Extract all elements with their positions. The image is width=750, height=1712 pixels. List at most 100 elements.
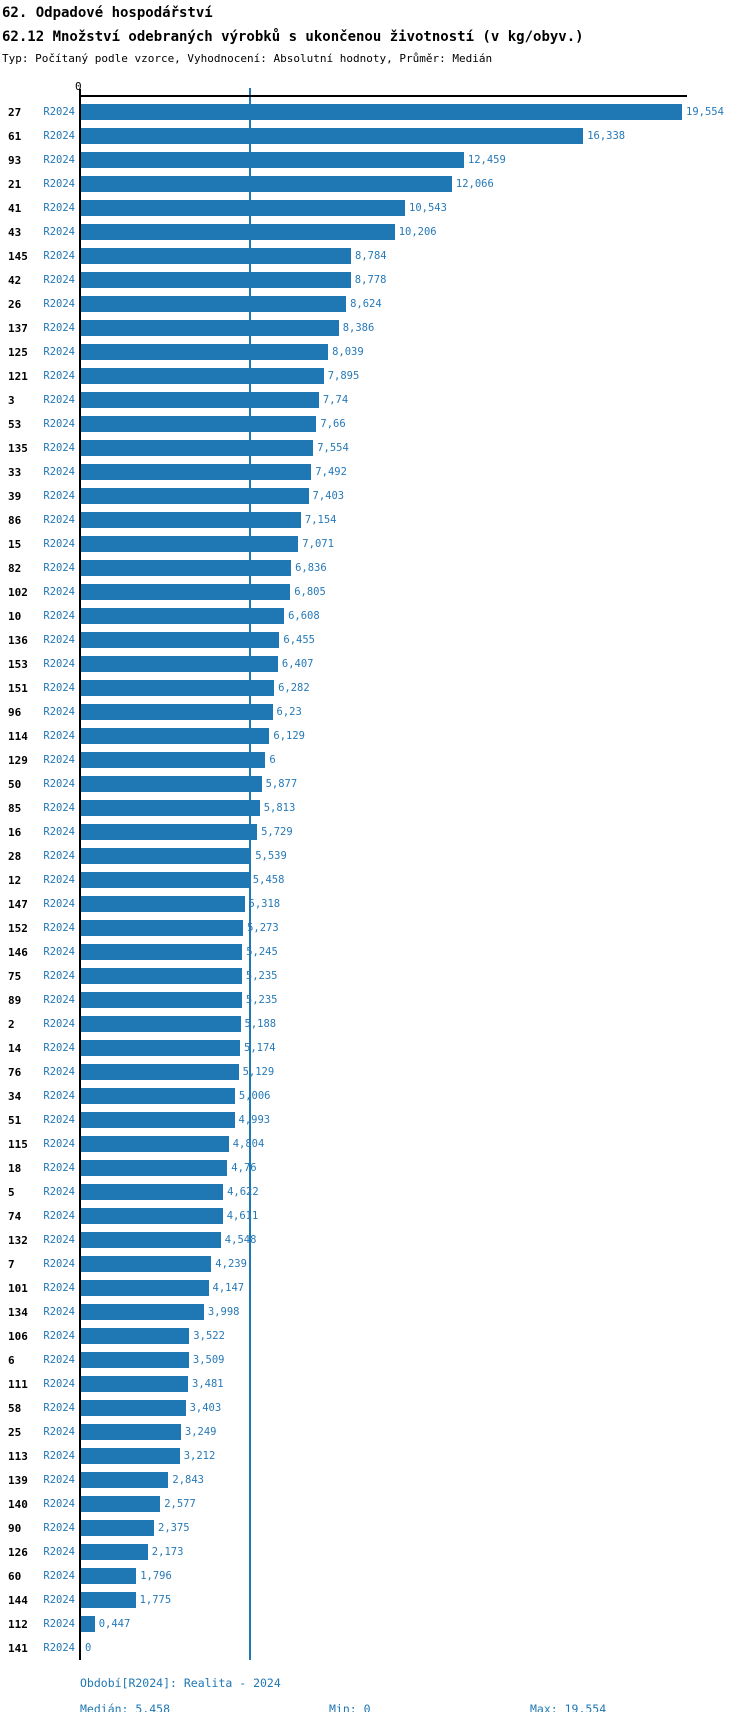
bar[interactable] (81, 1256, 212, 1272)
row-period-label[interactable]: R2024 (43, 1450, 75, 1462)
bar[interactable] (81, 824, 258, 840)
row-period-label[interactable]: R2024 (43, 754, 75, 766)
row-period-label[interactable]: R2024 (43, 1258, 75, 1270)
bar[interactable] (81, 1520, 154, 1536)
bar[interactable] (81, 416, 317, 432)
row-period-label[interactable]: R2024 (43, 586, 75, 598)
row-period-label[interactable]: R2024 (43, 1522, 75, 1534)
bar[interactable] (81, 224, 395, 240)
bar[interactable] (81, 248, 351, 264)
row-period-label[interactable]: R2024 (43, 466, 75, 478)
bar[interactable] (81, 1496, 161, 1512)
row-period-label[interactable]: R2024 (43, 394, 75, 406)
bar[interactable] (81, 1304, 204, 1320)
row-period-label[interactable]: R2024 (43, 106, 75, 118)
row-period-label[interactable]: R2024 (43, 658, 75, 670)
row-period-label[interactable]: R2024 (43, 946, 75, 958)
row-period-label[interactable]: R2024 (43, 970, 75, 982)
bar[interactable] (81, 104, 682, 120)
row-period-label[interactable]: R2024 (43, 154, 75, 166)
bar[interactable] (81, 152, 464, 168)
row-period-label[interactable]: R2024 (43, 202, 75, 214)
bar[interactable] (81, 944, 243, 960)
bar[interactable] (81, 1472, 169, 1488)
row-period-label[interactable]: R2024 (43, 778, 75, 790)
row-period-label[interactable]: R2024 (43, 1426, 75, 1438)
bar[interactable] (81, 1208, 223, 1224)
bar[interactable] (81, 176, 452, 192)
bar[interactable] (81, 296, 347, 312)
bar[interactable] (81, 128, 584, 144)
row-period-label[interactable]: R2024 (43, 1210, 75, 1222)
bar[interactable] (81, 848, 252, 864)
row-period-label[interactable]: R2024 (43, 538, 75, 550)
bar[interactable] (81, 800, 260, 816)
bar[interactable] (81, 704, 273, 720)
bar[interactable] (81, 608, 285, 624)
row-period-label[interactable]: R2024 (43, 1474, 75, 1486)
row-period-label[interactable]: R2024 (43, 562, 75, 574)
row-period-label[interactable]: R2024 (43, 1402, 75, 1414)
row-period-label[interactable]: R2024 (43, 1162, 75, 1174)
bar[interactable] (81, 968, 242, 984)
bar[interactable] (81, 1376, 188, 1392)
row-period-label[interactable]: R2024 (43, 826, 75, 838)
bar[interactable] (81, 440, 314, 456)
bar[interactable] (81, 1328, 190, 1344)
row-period-label[interactable]: R2024 (43, 1570, 75, 1582)
bar[interactable] (81, 1568, 137, 1584)
bar[interactable] (81, 920, 244, 936)
row-period-label[interactable]: R2024 (43, 1330, 75, 1342)
row-period-label[interactable]: R2024 (43, 274, 75, 286)
bar[interactable] (81, 1280, 209, 1296)
row-period-label[interactable]: R2024 (43, 874, 75, 886)
row-period-label[interactable]: R2024 (43, 250, 75, 262)
bar[interactable] (81, 776, 262, 792)
row-period-label[interactable]: R2024 (43, 130, 75, 142)
row-period-label[interactable]: R2024 (43, 1642, 75, 1654)
bar[interactable] (81, 680, 275, 696)
bar[interactable] (81, 1112, 235, 1128)
row-period-label[interactable]: R2024 (43, 706, 75, 718)
bar[interactable] (81, 536, 299, 552)
bar[interactable] (81, 1136, 229, 1152)
row-period-label[interactable]: R2024 (43, 1594, 75, 1606)
bar[interactable] (81, 512, 301, 528)
bar[interactable] (81, 1616, 95, 1632)
bar[interactable] (81, 1424, 181, 1440)
row-period-label[interactable]: R2024 (43, 850, 75, 862)
row-period-label[interactable]: R2024 (43, 514, 75, 526)
bar[interactable] (81, 1592, 136, 1608)
bar[interactable] (81, 1064, 239, 1080)
bar[interactable] (81, 272, 351, 288)
bar[interactable] (81, 320, 339, 336)
row-period-label[interactable]: R2024 (43, 1306, 75, 1318)
row-period-label[interactable]: R2024 (43, 1042, 75, 1054)
row-period-label[interactable]: R2024 (43, 178, 75, 190)
bar[interactable] (81, 728, 270, 744)
row-period-label[interactable]: R2024 (43, 226, 75, 238)
row-period-label[interactable]: R2024 (43, 634, 75, 646)
bar[interactable] (81, 584, 291, 600)
bar[interactable] (81, 392, 319, 408)
bar[interactable] (81, 560, 292, 576)
row-period-label[interactable]: R2024 (43, 922, 75, 934)
bar[interactable] (81, 488, 309, 504)
row-period-label[interactable]: R2024 (43, 802, 75, 814)
row-period-label[interactable]: R2024 (43, 1186, 75, 1198)
row-period-label[interactable]: R2024 (43, 994, 75, 1006)
bar[interactable] (81, 1352, 189, 1368)
row-period-label[interactable]: R2024 (43, 1066, 75, 1078)
row-period-label[interactable]: R2024 (43, 1234, 75, 1246)
row-period-label[interactable]: R2024 (43, 298, 75, 310)
row-period-label[interactable]: R2024 (43, 1498, 75, 1510)
bar[interactable] (81, 344, 329, 360)
row-period-label[interactable]: R2024 (43, 1282, 75, 1294)
row-period-label[interactable]: R2024 (43, 1090, 75, 1102)
bar[interactable] (81, 752, 266, 768)
bar[interactable] (81, 1448, 180, 1464)
bar[interactable] (81, 1040, 240, 1056)
row-period-label[interactable]: R2024 (43, 1546, 75, 1558)
bar[interactable] (81, 1088, 235, 1104)
bar[interactable] (81, 1016, 241, 1032)
